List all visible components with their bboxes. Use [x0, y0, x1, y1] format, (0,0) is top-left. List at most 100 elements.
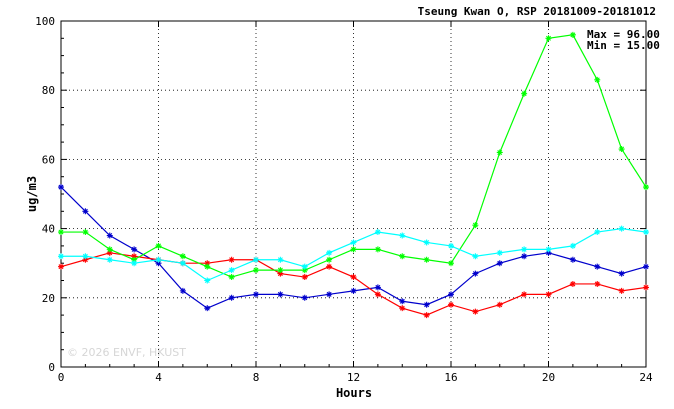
data-point	[594, 229, 601, 236]
data-point	[326, 291, 333, 298]
data-point	[448, 301, 454, 308]
data-point	[301, 267, 308, 274]
data-point	[545, 249, 552, 256]
series-3	[58, 31, 649, 281]
data-point	[131, 260, 138, 267]
data-point	[618, 146, 625, 153]
data-point	[82, 208, 89, 215]
y-tick-label: 0	[48, 361, 55, 374]
data-point	[521, 246, 528, 253]
data-point	[82, 256, 89, 263]
watermark: © 2026 ENVF, HKUST	[67, 346, 186, 359]
data-point	[643, 263, 649, 270]
chart-title: Tseung Kwan O, RSP 20181009-20181012	[418, 5, 656, 18]
data-point	[521, 291, 528, 298]
data-point	[618, 225, 625, 232]
data-point	[228, 274, 235, 281]
data-point	[131, 253, 138, 260]
data-point	[204, 260, 211, 267]
data-point	[569, 242, 576, 249]
data-point	[179, 287, 186, 294]
data-point	[496, 301, 503, 308]
y-tick-label: 40	[42, 223, 55, 236]
y-tick-label: 80	[42, 84, 55, 97]
data-point	[204, 263, 211, 270]
data-point	[106, 256, 113, 263]
y-axis-title: ug/m3	[25, 176, 39, 212]
data-point	[448, 242, 454, 249]
data-point	[448, 291, 454, 298]
series-2	[58, 249, 649, 319]
max-stat: Max = 96.00	[587, 28, 660, 41]
data-point	[155, 256, 162, 263]
data-point	[326, 256, 333, 263]
data-point	[277, 267, 284, 274]
data-point	[423, 239, 430, 246]
data-point	[374, 291, 381, 298]
data-point	[521, 253, 528, 260]
data-point	[374, 229, 381, 236]
data-point	[155, 260, 162, 267]
data-point	[399, 305, 406, 312]
data-point	[594, 280, 601, 287]
y-tick-label: 60	[42, 153, 55, 166]
series-1	[58, 184, 649, 312]
data-point	[545, 291, 552, 298]
data-point	[204, 305, 211, 312]
data-point	[643, 184, 649, 191]
data-point	[179, 260, 186, 267]
data-point	[618, 287, 625, 294]
data-point	[594, 76, 601, 83]
data-point	[423, 301, 430, 308]
data-point	[277, 291, 284, 298]
series-4	[58, 225, 649, 284]
min-stat: Min = 15.00	[587, 39, 660, 52]
data-point	[179, 253, 186, 260]
data-point	[496, 149, 503, 156]
data-point	[253, 256, 259, 263]
data-point	[423, 256, 430, 263]
data-point	[350, 239, 357, 246]
data-point	[58, 229, 64, 236]
data-point	[399, 232, 406, 239]
y-tick-label: 20	[42, 292, 55, 305]
data-point	[106, 232, 113, 239]
data-point	[350, 246, 357, 253]
data-point	[496, 260, 503, 267]
data-point	[58, 253, 64, 260]
series	[58, 31, 649, 319]
data-point	[131, 256, 138, 263]
x-tick-label: 16	[444, 371, 457, 384]
data-point	[228, 256, 235, 263]
data-point	[350, 274, 357, 281]
data-point	[448, 260, 454, 267]
x-tick-label: 24	[639, 371, 653, 384]
data-point	[472, 270, 479, 277]
data-point	[131, 246, 138, 253]
data-point	[545, 246, 552, 253]
x-tick-label: 4	[155, 371, 162, 384]
data-point	[569, 256, 576, 263]
data-point	[569, 280, 576, 287]
data-point	[301, 263, 308, 270]
data-point	[228, 294, 235, 301]
data-point	[545, 35, 552, 42]
data-point	[521, 90, 528, 97]
x-tick-label: 20	[542, 371, 555, 384]
data-point	[569, 31, 576, 38]
x-tick-label: 0	[58, 371, 65, 384]
data-point	[301, 294, 308, 301]
data-point	[82, 253, 89, 260]
data-point	[326, 263, 333, 270]
data-point	[155, 242, 162, 249]
data-point	[82, 229, 89, 236]
x-tick-label: 12	[347, 371, 360, 384]
grid	[61, 21, 646, 367]
data-point	[106, 246, 113, 253]
x-tick-label: 8	[253, 371, 260, 384]
data-point	[228, 267, 235, 274]
data-point	[399, 298, 406, 305]
data-point	[496, 249, 503, 256]
data-point	[594, 263, 601, 270]
